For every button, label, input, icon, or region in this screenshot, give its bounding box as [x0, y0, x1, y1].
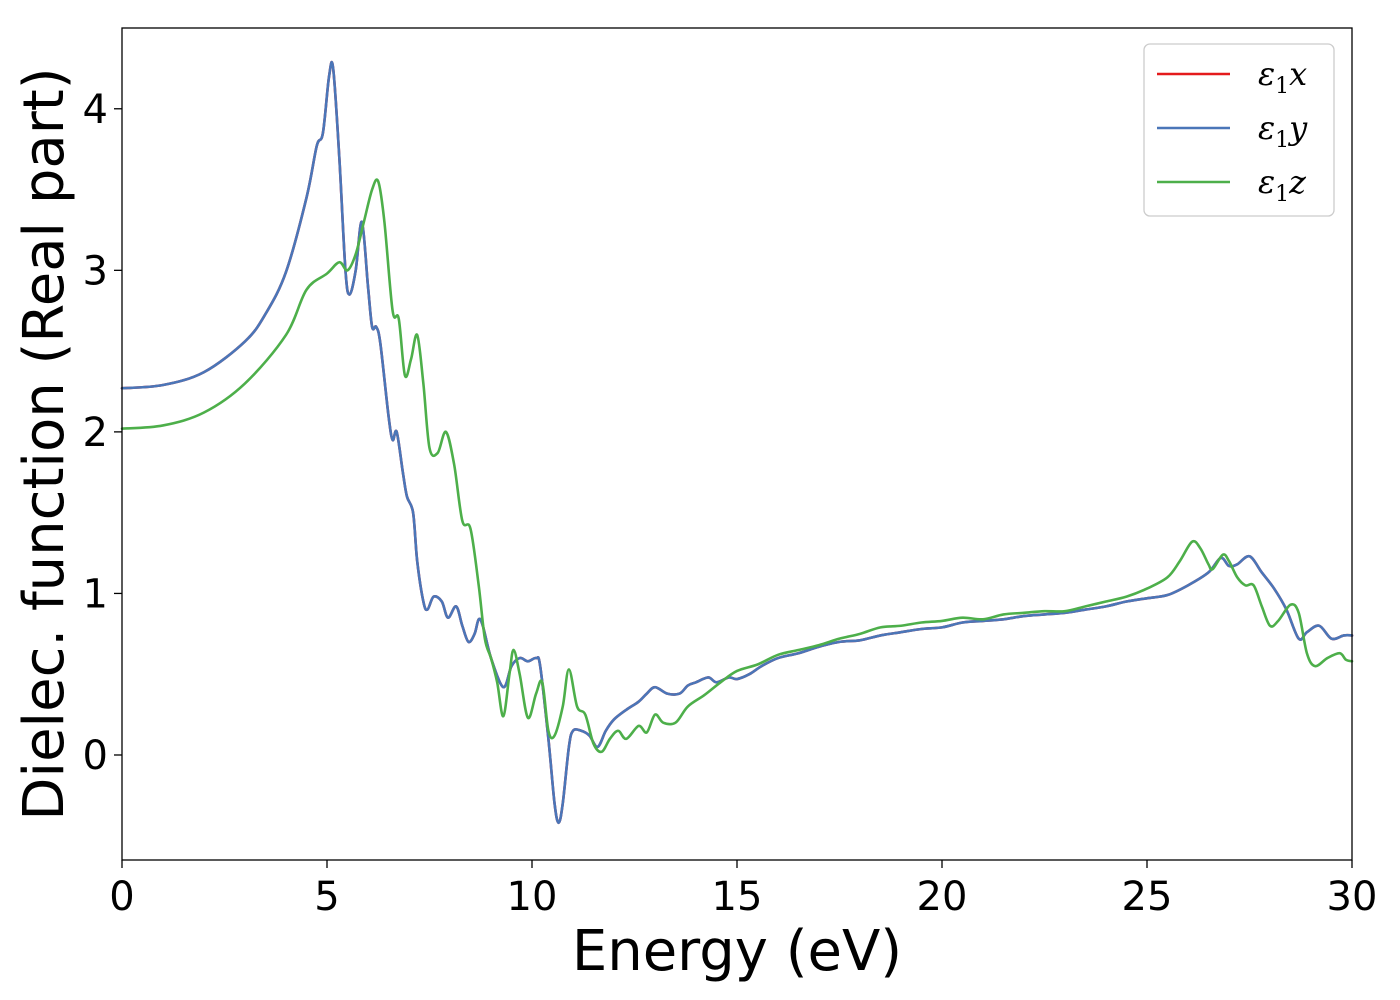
x-tick-label: 15: [712, 874, 763, 920]
y-tick-label: 3: [83, 248, 108, 294]
x-tick-label: 20: [917, 874, 968, 920]
legend-label-x: ε1x: [1258, 55, 1307, 99]
series-layer: [120, 60, 1354, 825]
legend-box: [1143, 43, 1335, 217]
y-tick-label: 2: [83, 410, 108, 456]
y-tick-label: 1: [83, 571, 108, 617]
x-tick-label: 30: [1327, 874, 1378, 920]
x-tick-label: 5: [314, 874, 339, 920]
y-tick-label: 0: [83, 733, 108, 779]
x-axis-label: Energy (eV): [572, 919, 902, 984]
x-tick-label: 25: [1122, 874, 1173, 920]
series-line-y: [120, 60, 1354, 825]
y-tick-label: 4: [83, 87, 108, 133]
legend-label-z: ε1z: [1258, 163, 1307, 207]
series-line-z: [120, 178, 1354, 754]
y-axis: 0 1 2 3 4: [83, 87, 122, 779]
y-axis-label: Dielec. function (Real part): [12, 67, 77, 820]
x-axis: 0 5 10 15 20 25 30: [109, 860, 1377, 920]
x-tick-label: 0: [109, 874, 134, 920]
x-tick-label: 10: [507, 874, 558, 920]
legend: ε1x ε1y ε1z: [1143, 43, 1335, 217]
legend-label-y: ε1y: [1258, 109, 1308, 153]
